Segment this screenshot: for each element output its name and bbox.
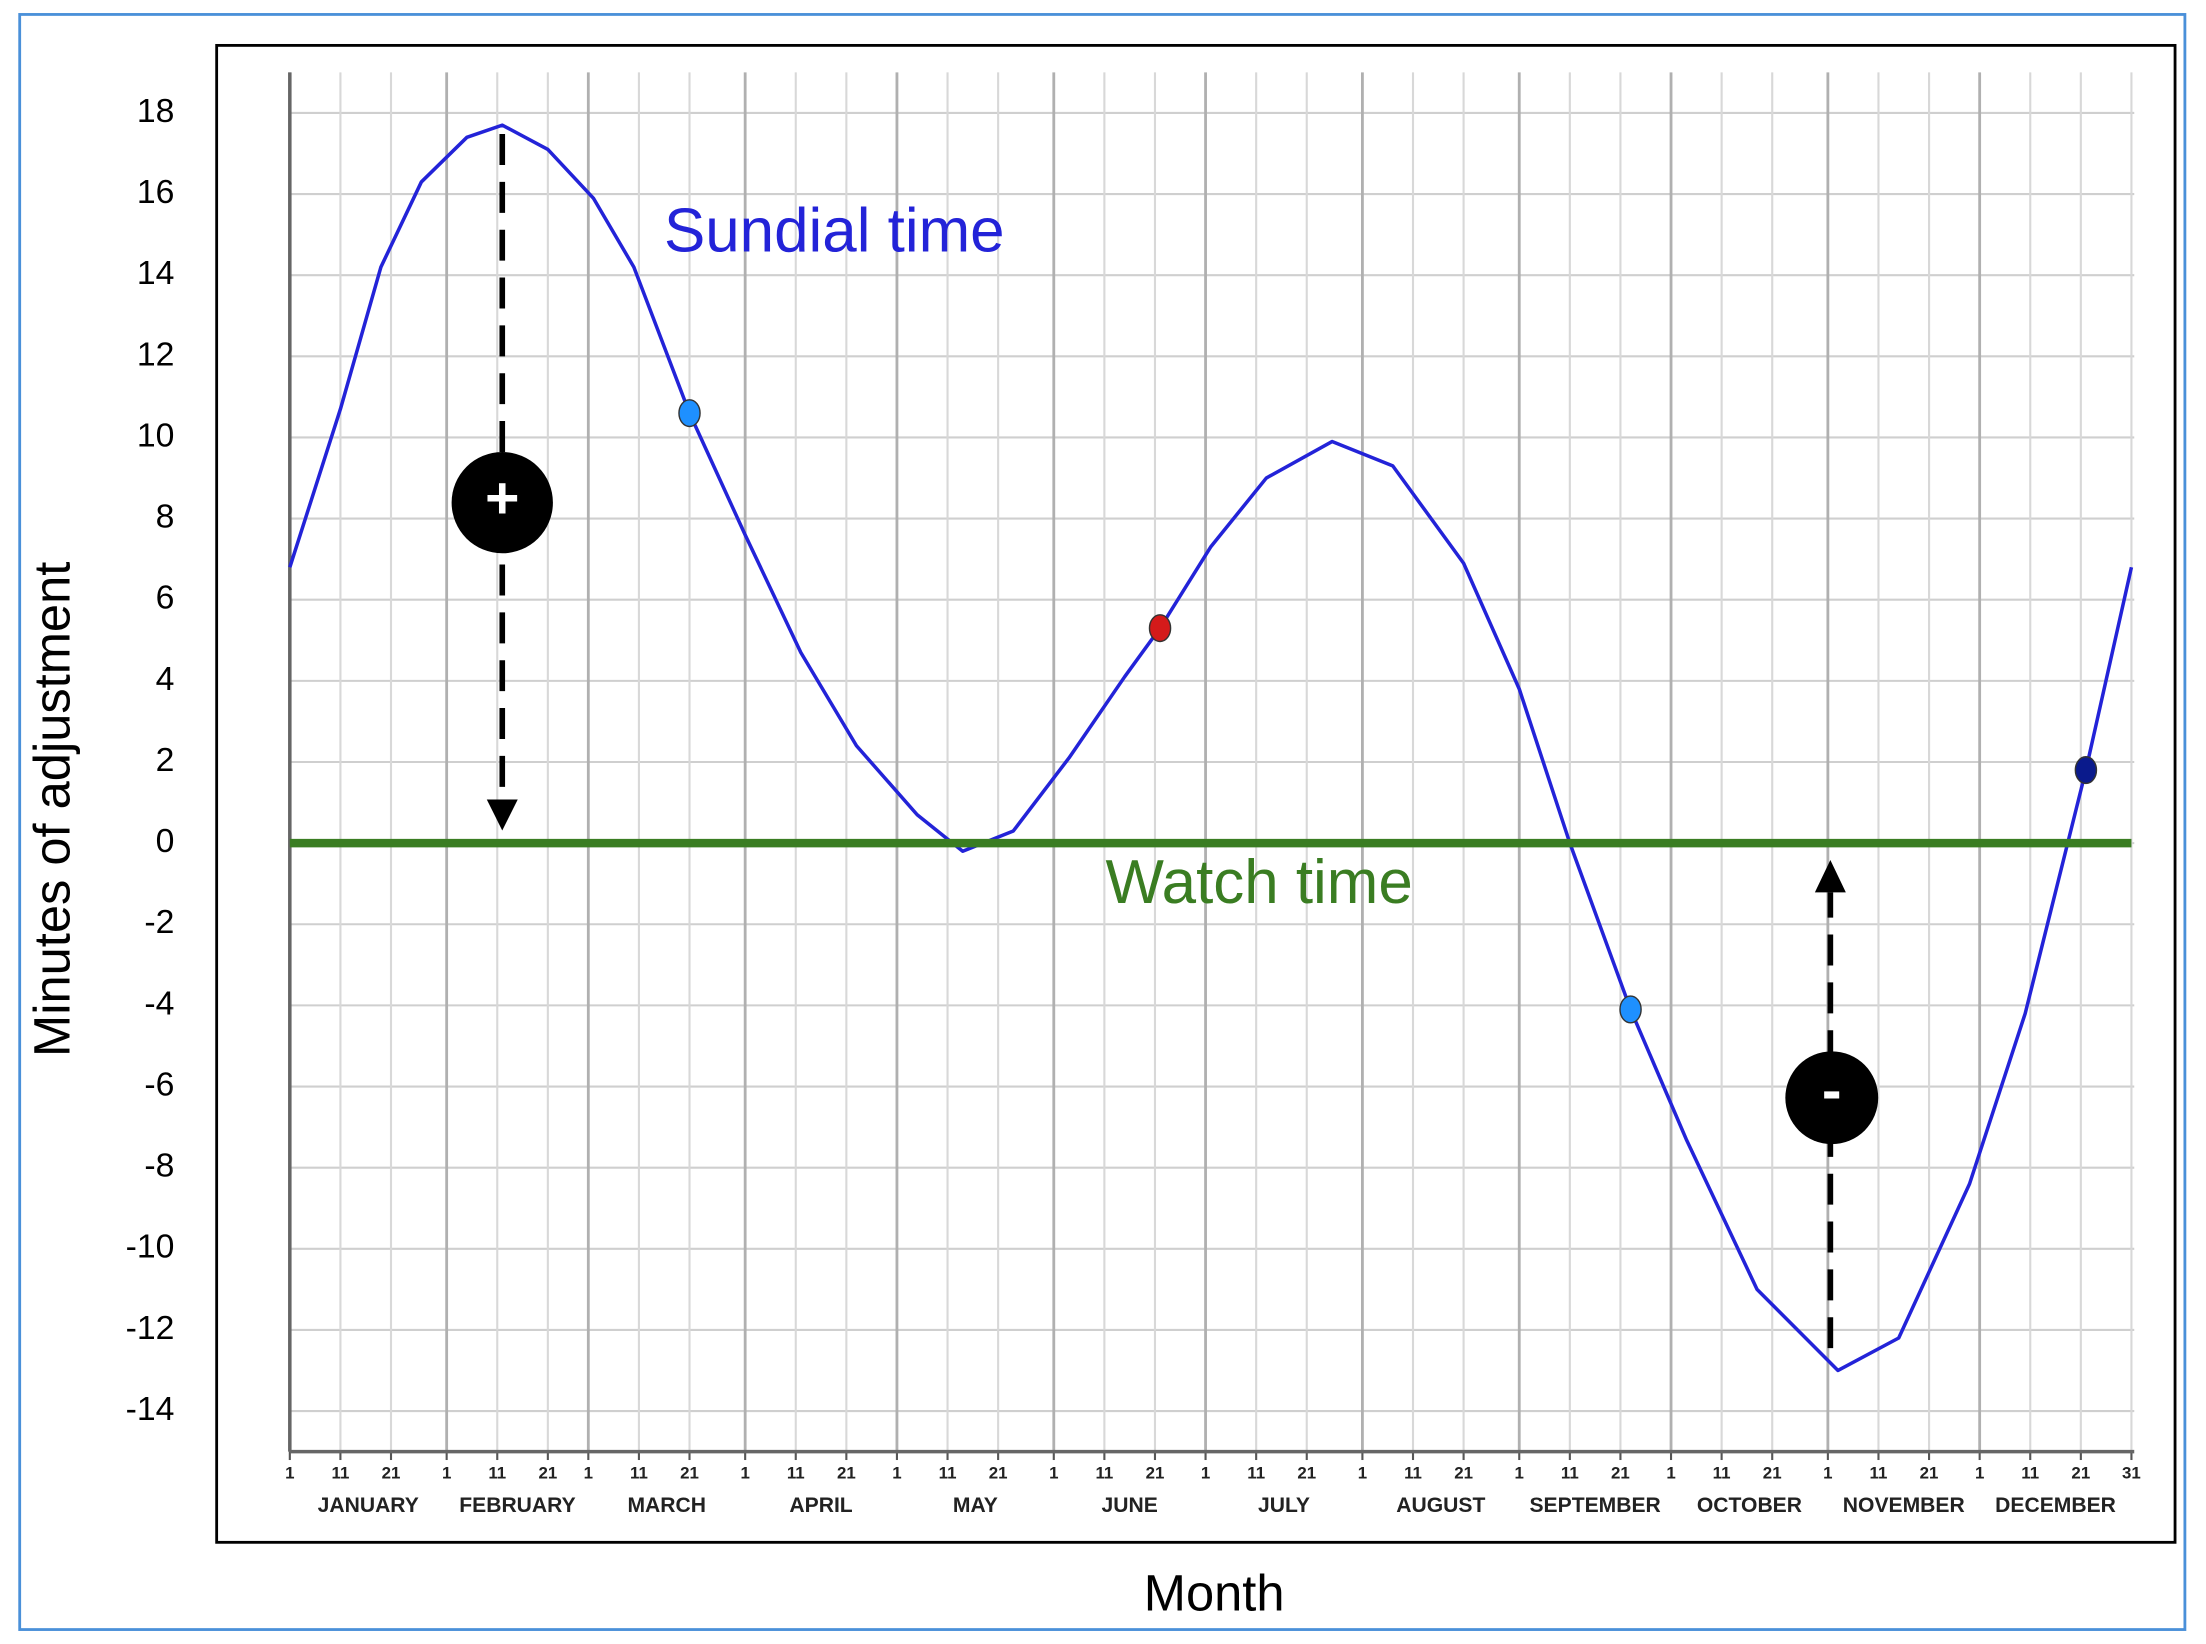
x-tick-label: 11 bbox=[1713, 1464, 1731, 1483]
y-tick-label: -4 bbox=[144, 984, 174, 1022]
y-tick-label: 12 bbox=[137, 335, 175, 373]
x-tick-label: 21 bbox=[1763, 1464, 1782, 1483]
x-tick-label: 31 bbox=[2122, 1464, 2141, 1483]
month-label: MAY bbox=[953, 1494, 998, 1517]
point-marker bbox=[678, 399, 701, 428]
x-axis-title: Month bbox=[1144, 1565, 1285, 1622]
series-label: Watch time bbox=[1106, 848, 1413, 917]
x-tick-label: 11 bbox=[2021, 1464, 2039, 1483]
y-axis-title: Minutes of adjustment bbox=[24, 562, 81, 1057]
y-tick-label: -12 bbox=[126, 1309, 175, 1347]
y-tick-label: 14 bbox=[137, 254, 175, 292]
point-marker bbox=[1148, 614, 1172, 643]
x-tick-label: 11 bbox=[1870, 1464, 1888, 1483]
month-label: DECEMBER bbox=[1995, 1494, 2116, 1517]
x-tick-label: 11 bbox=[630, 1464, 648, 1483]
x-tick-label: 21 bbox=[538, 1464, 557, 1483]
y-tick-label: 2 bbox=[156, 741, 175, 779]
x-tick-label: 21 bbox=[680, 1464, 699, 1483]
x-tick-label: 11 bbox=[488, 1464, 506, 1483]
x-tick-label: 1 bbox=[1515, 1464, 1524, 1483]
month-label: JANUARY bbox=[318, 1494, 419, 1517]
y-tick-label: -8 bbox=[144, 1147, 174, 1185]
x-tick-label: 21 bbox=[1454, 1464, 1473, 1483]
y-tick-label: 4 bbox=[156, 660, 175, 698]
month-label: NOVEMBER bbox=[1843, 1494, 1965, 1517]
badge-label: - bbox=[1822, 1058, 1842, 1124]
point-marker bbox=[2074, 756, 2098, 785]
x-tick-label: 21 bbox=[1611, 1464, 1630, 1483]
x-tick-label: 21 bbox=[2071, 1464, 2090, 1483]
y-tick-label: 10 bbox=[137, 416, 175, 454]
point-marker bbox=[1619, 995, 1642, 1024]
month-label: SEPTEMBER bbox=[1529, 1494, 1660, 1517]
y-tick-label: 16 bbox=[137, 173, 175, 211]
x-tick-label: 11 bbox=[1404, 1464, 1422, 1483]
x-tick-label: 11 bbox=[1561, 1464, 1579, 1483]
grid bbox=[288, 72, 2135, 1461]
x-tick-label: 1 bbox=[1201, 1464, 1210, 1483]
badge bbox=[1785, 1051, 1879, 1145]
month-label: FEBRUARY bbox=[459, 1494, 575, 1517]
month-label: JUNE bbox=[1102, 1494, 1158, 1517]
y-tick-label: 6 bbox=[156, 579, 175, 617]
y-tick-label: 8 bbox=[156, 498, 175, 536]
month-label: JULY bbox=[1258, 1494, 1310, 1517]
x-tick-label: 11 bbox=[787, 1464, 805, 1483]
month-label: AUGUST bbox=[1396, 1494, 1485, 1517]
x-tick-label: 11 bbox=[1247, 1464, 1265, 1483]
x-tick-label: 1 bbox=[1358, 1464, 1367, 1483]
x-tick-label: 21 bbox=[837, 1464, 856, 1483]
x-tick-label: 11 bbox=[1095, 1464, 1113, 1483]
x-tick-label: 1 bbox=[442, 1464, 451, 1483]
plot-frame bbox=[215, 43, 2177, 1544]
x-tick-label: 11 bbox=[331, 1464, 349, 1483]
month-label: OCTOBER bbox=[1697, 1494, 1802, 1517]
x-tick-label: 1 bbox=[892, 1464, 901, 1483]
series-line bbox=[288, 123, 2134, 1373]
x-tick-label: 1 bbox=[1975, 1464, 1984, 1483]
series-label: Sundial time bbox=[664, 197, 1005, 266]
x-tick-label: 1 bbox=[740, 1464, 749, 1483]
badge-label: + bbox=[485, 465, 520, 531]
month-label: MARCH bbox=[627, 1494, 706, 1517]
y-tick-label: -10 bbox=[126, 1228, 175, 1266]
x-tick-label: 21 bbox=[989, 1464, 1008, 1483]
x-tick-label: 1 bbox=[584, 1464, 593, 1483]
arrow-head bbox=[1814, 859, 1846, 893]
arrow-head bbox=[486, 799, 518, 831]
y-tick-label: -6 bbox=[144, 1065, 174, 1103]
annotations: + - bbox=[451, 134, 1879, 1349]
month-label: APRIL bbox=[789, 1494, 852, 1517]
marks bbox=[288, 123, 2134, 1373]
y-tick-label: 0 bbox=[156, 822, 175, 860]
y-tick-label: 18 bbox=[137, 92, 175, 130]
x-tick-label: 1 bbox=[1666, 1464, 1675, 1483]
x-tick-label: 1 bbox=[1823, 1464, 1832, 1483]
x-tick-label: 11 bbox=[939, 1464, 957, 1483]
x-tick-label: 21 bbox=[1146, 1464, 1165, 1483]
y-tick-label: -2 bbox=[144, 903, 174, 941]
x-tick-label: 1 bbox=[1049, 1464, 1058, 1483]
x-tick-label: 21 bbox=[1297, 1464, 1316, 1483]
y-tick-label: -14 bbox=[126, 1390, 175, 1428]
x-tick-label: 21 bbox=[1920, 1464, 1939, 1483]
x-tick-label: 1 bbox=[285, 1464, 294, 1483]
x-tick-label: 21 bbox=[382, 1464, 401, 1483]
badge bbox=[451, 451, 553, 554]
